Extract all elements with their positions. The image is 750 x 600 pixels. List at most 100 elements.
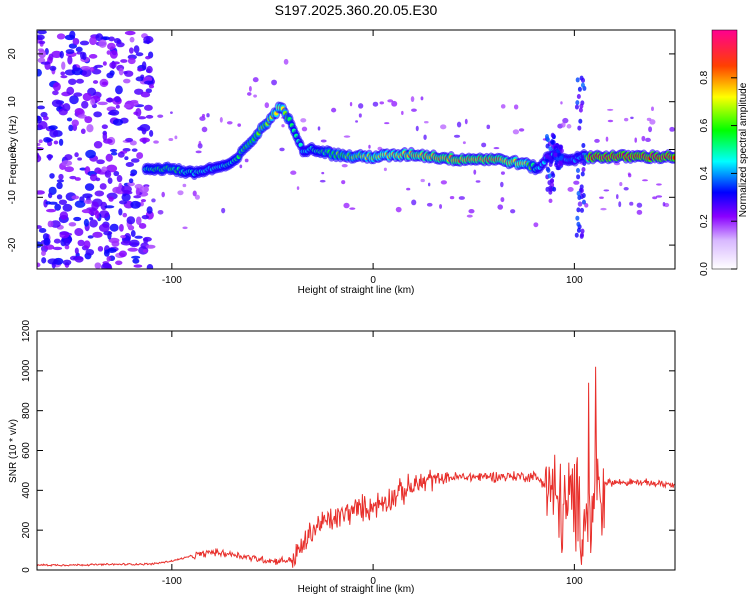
speckle bbox=[634, 137, 637, 143]
noise-blob bbox=[130, 158, 140, 163]
speckle bbox=[343, 135, 351, 138]
speckle bbox=[182, 226, 188, 230]
noise-blob bbox=[133, 195, 142, 199]
vertical-smear bbox=[553, 152, 558, 158]
speckle bbox=[518, 128, 525, 132]
noise-blob bbox=[86, 124, 94, 133]
noise-blob bbox=[89, 219, 98, 228]
vertical-smear bbox=[559, 155, 564, 161]
noise-blob bbox=[134, 88, 144, 95]
noise-blob bbox=[144, 104, 153, 111]
vertical-smear bbox=[544, 154, 549, 160]
speckle bbox=[493, 147, 500, 150]
noise-blob bbox=[120, 234, 126, 239]
noise-blob bbox=[52, 246, 63, 251]
speckle bbox=[426, 202, 433, 207]
figure-title: S197.2025.360.20.05.E30 bbox=[275, 2, 438, 18]
noise-blob bbox=[80, 128, 86, 135]
noise-blob bbox=[135, 187, 140, 196]
speckle bbox=[513, 104, 519, 110]
noise-blob bbox=[63, 238, 71, 246]
noise-blob bbox=[64, 244, 70, 250]
noise-blob bbox=[37, 34, 45, 40]
speckle bbox=[573, 180, 580, 185]
noise-blob bbox=[91, 201, 99, 211]
noise-blob bbox=[129, 101, 139, 107]
noise-blob bbox=[122, 212, 128, 218]
speckle bbox=[607, 108, 614, 111]
noise-blob bbox=[85, 248, 95, 256]
noise-blob bbox=[59, 231, 70, 239]
noise-blob bbox=[83, 208, 90, 213]
speckle bbox=[420, 96, 424, 101]
noise-blob bbox=[73, 92, 83, 97]
speckle bbox=[358, 113, 362, 118]
noise-blob bbox=[136, 152, 144, 159]
speckle bbox=[619, 182, 623, 187]
speckle bbox=[618, 201, 622, 208]
noise-blob bbox=[143, 40, 151, 44]
noise-blob bbox=[118, 208, 123, 216]
spectrogram-y-label: Frequency (Hz) bbox=[8, 116, 19, 185]
vertical-smear bbox=[579, 233, 584, 239]
noise-blob bbox=[74, 177, 81, 181]
speckle bbox=[594, 138, 600, 143]
noise-blob bbox=[97, 101, 108, 106]
speckle bbox=[244, 158, 249, 163]
noise-blob bbox=[143, 80, 154, 85]
vertical-smear bbox=[581, 77, 586, 83]
speckle bbox=[636, 209, 643, 215]
vertical-smear bbox=[549, 158, 554, 164]
noise-blob bbox=[106, 72, 114, 79]
noise-blob bbox=[61, 61, 66, 70]
vertical-smear bbox=[576, 93, 581, 99]
noise-blob bbox=[105, 97, 114, 103]
colorbar-label: Normalized spectral amplitude bbox=[738, 82, 749, 217]
noise-blob bbox=[129, 140, 137, 146]
snr-x-ticks: -100 0 100 bbox=[162, 331, 583, 587]
noise-blob bbox=[125, 137, 134, 142]
noise-blob bbox=[80, 65, 91, 71]
noise-blob bbox=[140, 91, 151, 98]
noise-blob bbox=[124, 30, 136, 36]
speckle bbox=[449, 195, 455, 200]
noise-blob bbox=[62, 103, 71, 112]
vertical-smear bbox=[574, 232, 579, 238]
noise-blob bbox=[41, 257, 47, 264]
noise-blob bbox=[128, 47, 134, 54]
speckle bbox=[641, 179, 649, 182]
noise-blob bbox=[53, 238, 61, 244]
noise-blob bbox=[139, 137, 151, 143]
noise-blob bbox=[109, 61, 117, 69]
noise-blob bbox=[107, 42, 116, 51]
noise-blob bbox=[148, 84, 155, 89]
speckle bbox=[599, 196, 604, 199]
speckle bbox=[458, 196, 465, 200]
noise-blob bbox=[135, 76, 145, 82]
y-tick-label: 0 bbox=[7, 146, 18, 152]
noise-blob bbox=[48, 125, 58, 130]
noise-blob bbox=[102, 132, 108, 141]
vertical-smear bbox=[547, 173, 552, 179]
noise-blob bbox=[56, 179, 65, 183]
noise-blob bbox=[37, 142, 41, 147]
speckle bbox=[560, 122, 566, 128]
noise-blob bbox=[49, 173, 55, 179]
speckle bbox=[453, 134, 461, 138]
vertical-smear bbox=[574, 104, 579, 110]
speckle bbox=[481, 142, 487, 148]
noise-blob bbox=[47, 154, 52, 161]
noise-blob bbox=[120, 59, 128, 63]
noise-blob bbox=[132, 258, 140, 264]
speckle bbox=[248, 85, 252, 92]
vertical-smear bbox=[580, 82, 585, 88]
noise-blob bbox=[74, 255, 84, 263]
noise-blob bbox=[69, 175, 77, 180]
noise-blob bbox=[67, 55, 73, 65]
noise-blob bbox=[54, 203, 62, 211]
speckle bbox=[669, 126, 675, 132]
x-tick-label: 0 bbox=[370, 576, 376, 587]
noise-blob bbox=[85, 149, 96, 159]
noise-blob bbox=[71, 195, 80, 200]
noise-blob bbox=[120, 240, 132, 246]
